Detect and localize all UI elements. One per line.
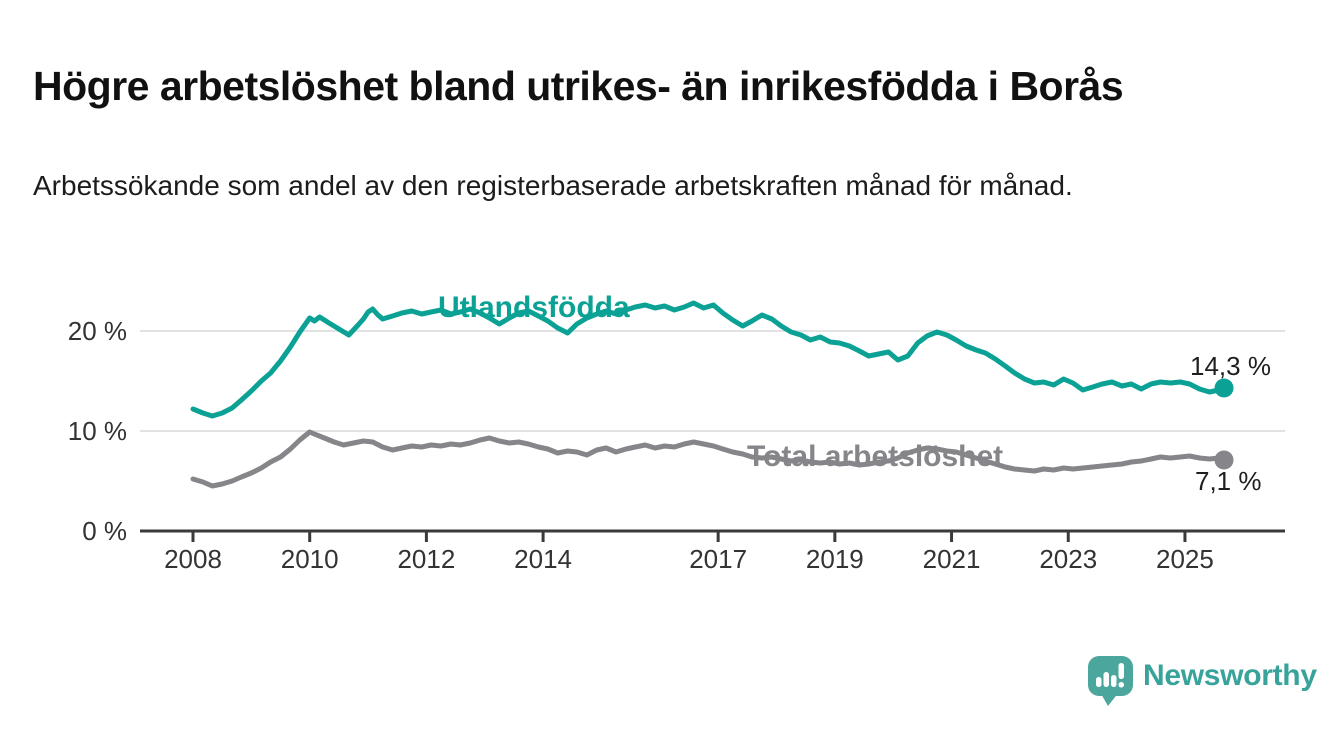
series-line — [190, 300, 1227, 419]
series-end-dot — [1214, 450, 1234, 470]
x-tick-label: 2012 — [397, 544, 456, 574]
series-label-total-arbetsloshet: Total arbetslöshet — [747, 440, 1004, 473]
newsworthy-chart-bubble-icon — [1088, 656, 1133, 706]
x-tick-label: 2017 — [689, 544, 748, 574]
x-tick-label: 2008 — [164, 544, 222, 574]
y-tick-label: 0 % — [82, 516, 127, 546]
y-tick-label: 20 % — [67, 316, 127, 346]
end-value-label-total-arbetsloshet: 7,1 % — [1195, 466, 1262, 496]
chart-title: Högre arbetslöshet bland utrikes- än inr… — [33, 63, 1124, 110]
x-tick-label: 2025 — [1156, 544, 1214, 574]
x-tick-label: 2023 — [1039, 544, 1098, 574]
series-end-dot — [1214, 378, 1234, 398]
x-tick-label: 2010 — [280, 544, 339, 574]
x-tick-label: 2021 — [922, 544, 981, 574]
chart-subtitle: Arbetssökande som andel av den registerb… — [33, 170, 1073, 201]
newsworthy-wordmark: Newsworthy — [1143, 659, 1317, 692]
x-tick-label: 2019 — [805, 544, 864, 574]
series-line — [190, 429, 1227, 489]
y-tick-label: 10 % — [67, 416, 127, 446]
series-label-utlandsfodda: Utlandsfödda — [438, 291, 630, 324]
x-tick-label: 2014 — [514, 544, 573, 574]
end-value-label-utlandsfodda: 14,3 % — [1190, 351, 1271, 381]
newsworthy-logo: Newsworthy — [1087, 654, 1317, 706]
